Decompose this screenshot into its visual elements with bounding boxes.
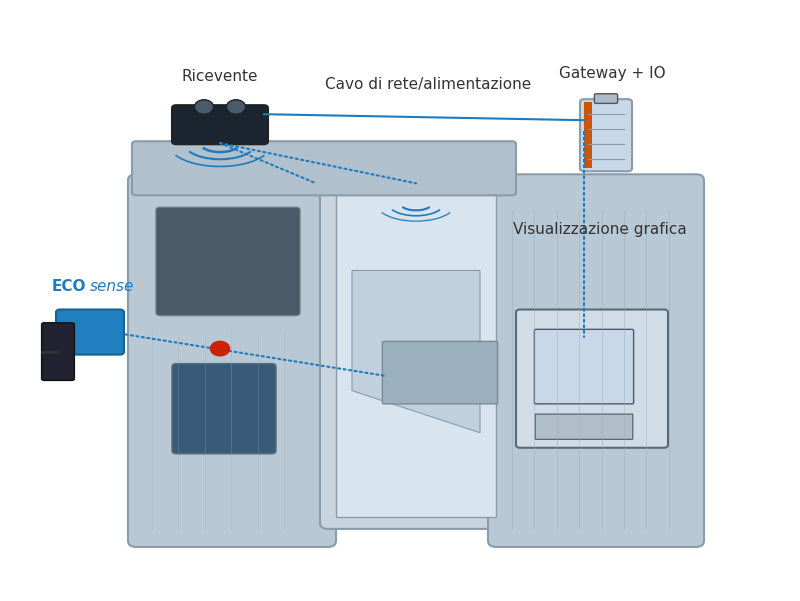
FancyBboxPatch shape (132, 141, 516, 195)
Circle shape (226, 100, 246, 114)
FancyBboxPatch shape (382, 341, 498, 404)
Text: ECO: ECO (52, 279, 86, 294)
Text: Gateway + IO: Gateway + IO (558, 66, 666, 81)
Text: Ricevente: Ricevente (182, 69, 258, 84)
Text: sense: sense (90, 279, 134, 294)
FancyBboxPatch shape (156, 207, 300, 316)
FancyBboxPatch shape (320, 174, 512, 529)
Circle shape (194, 100, 214, 114)
FancyBboxPatch shape (534, 329, 634, 404)
FancyBboxPatch shape (580, 99, 632, 171)
Circle shape (210, 341, 230, 356)
Text: Visualizzazione grafica: Visualizzazione grafica (513, 222, 687, 237)
FancyBboxPatch shape (172, 364, 276, 454)
FancyBboxPatch shape (56, 310, 124, 355)
FancyBboxPatch shape (172, 105, 268, 144)
FancyBboxPatch shape (594, 94, 618, 103)
FancyBboxPatch shape (516, 310, 668, 448)
FancyBboxPatch shape (42, 323, 74, 380)
FancyBboxPatch shape (535, 414, 633, 439)
Polygon shape (352, 270, 480, 433)
FancyBboxPatch shape (128, 174, 336, 547)
Text: Cavo di rete/alimentazione: Cavo di rete/alimentazione (325, 77, 531, 92)
Polygon shape (336, 192, 496, 517)
FancyBboxPatch shape (584, 102, 592, 168)
FancyBboxPatch shape (488, 174, 704, 547)
